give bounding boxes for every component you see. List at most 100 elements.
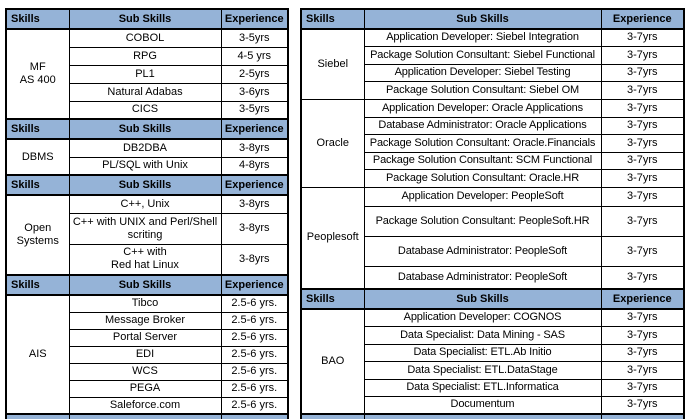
experience-cell: 3-7yrs: [600, 378, 685, 397]
experience-cell: 3-7yrs: [600, 205, 685, 237]
subskill-cell: Portal Server: [68, 328, 222, 347]
table-row: C++ with UNIX and Perl/Shell scriting 3-8…: [6, 212, 289, 245]
subskill-cell: WCS: [68, 362, 222, 381]
header-cell-skills: Skills: [5, 274, 70, 296]
skill-cell: BAO: [300, 308, 365, 415]
experience-cell: 3-7yrs: [600, 116, 685, 135]
experience-cell: 3-7yrs: [600, 265, 685, 290]
cutoff-header-cell: [600, 413, 685, 419]
experience-cell: 3-7yrs: [600, 80, 685, 100]
header-cell-sub-skills: Sub Skills: [68, 8, 222, 30]
subskill-cell: Application Developer: COGNOS: [363, 308, 602, 327]
experience-cell: 3-7yrs: [600, 63, 685, 82]
experience-cell: 2.5-6 yrs.: [220, 379, 289, 398]
subskill-cell: C++ with UNIX and Perl/Shell scriting: [68, 212, 222, 245]
table-row: Portal Server 2.5-6 yrs.: [6, 328, 289, 347]
experience-cell: 3-7yrs: [600, 133, 685, 153]
table-row: Documentum 3-7yrs: [301, 395, 685, 415]
subskill-cell: Data Specialist: Data Mining - SAS: [363, 325, 602, 345]
table-row: Data Specialist: ETL.Informatica 3-7yrs: [301, 378, 685, 397]
table-row: BAO Application Developer: COGNOS 3-7yrs: [300, 308, 685, 415]
table-row: Siebel Application Developer: Siebel Inte…: [300, 28, 685, 100]
subskill-cell: Application Developer: Siebel Testing: [363, 63, 602, 82]
skill-cell: MF AS 400: [5, 28, 70, 120]
table-row: Oracle Application Developer: Oracle Appl…: [300, 98, 685, 188]
header-cell-experience: Experience: [220, 8, 289, 30]
experience-cell: 3-7yrs: [600, 235, 685, 267]
subskill-cell: Database Administrator: PeopleSoft: [363, 235, 602, 267]
skills-experience-table-right: Skills Sub Skills Experience Siebel Applicat…: [300, 8, 685, 419]
cutoff-header-cell: [220, 413, 289, 419]
header-cell-sub-skills: Sub Skills: [363, 8, 602, 30]
experience-cell: 3-7yrs: [600, 151, 685, 170]
column-header-row: Skills Sub Skills Experience: [5, 174, 289, 196]
subskill-cell: Application Developer: PeopleSoft: [363, 186, 602, 207]
subskill-cell: RPG: [68, 46, 222, 66]
column-header-row: Skills Sub Skills Experience: [5, 118, 289, 140]
skill-cell: Siebel: [300, 28, 365, 100]
subskill-cell: EDI: [68, 345, 222, 364]
table-row: Package Solution Consultant: Siebel Func…: [301, 45, 685, 65]
cutoff-header-row: [300, 413, 685, 419]
subskill-cell: Package Solution Consultant: Oracle.Fina…: [363, 133, 602, 153]
experience-cell: 3-7yrs: [600, 395, 685, 415]
table-row: Package Solution Consultant: SCM Functio…: [301, 151, 685, 170]
subskill-cell: Tibco: [68, 294, 222, 313]
subskill-cell: PEGA: [68, 379, 222, 398]
experience-cell: 4-5 yrs: [220, 46, 289, 66]
header-cell-skills: Skills: [5, 8, 70, 30]
subskill-cell: Message Broker: [68, 311, 222, 330]
experience-cell: 3-5yrs: [220, 100, 289, 120]
experience-cell: 3-8yrs: [220, 243, 289, 276]
header-cell-sub-skills: Sub Skills: [68, 118, 222, 140]
cutoff-header-row: [5, 413, 289, 419]
table-row: Open Systems C++, Unix 3-8yrs: [5, 194, 289, 276]
skill-cell: Oracle: [300, 98, 365, 188]
skill-cell: Peoplesoft: [300, 186, 365, 290]
subskill-cell: Application Developer: Oracle Applicatio…: [363, 98, 602, 118]
header-cell-skills: Skills: [5, 118, 70, 140]
header-cell-skills: Skills: [300, 288, 365, 310]
experience-cell: 3-7yrs: [600, 45, 685, 65]
experience-cell: 3-7yrs: [600, 98, 685, 118]
experience-cell: 3-7yrs: [600, 186, 685, 207]
subskill-cell: Data Specialist: ETL.Informatica: [363, 378, 602, 397]
table-row: Package Solution Consultant: Siebel OM 3-…: [301, 80, 685, 100]
header-cell-skills: Skills: [300, 8, 365, 30]
subskill-cell: C++ with Red hat Linux: [68, 243, 222, 276]
cutoff-header-cell: [363, 413, 602, 419]
table-row: Database Administrator: PeopleSoft 3-7yrs: [301, 265, 685, 290]
table-row: PEGA 2.5-6 yrs.: [6, 379, 289, 398]
skills-experience-table-left: Skills Sub Skills Experience MF AS 400 COBOL…: [5, 8, 289, 419]
header-cell-experience: Experience: [600, 288, 685, 310]
experience-cell: 3-8yrs: [220, 138, 289, 158]
subskill-cell: CICS: [68, 100, 222, 120]
skill-cell: Open Systems: [5, 194, 70, 276]
subskill-cell: Application Developer: Siebel Integratio…: [363, 28, 602, 47]
subskill-cell: Package Solution Consultant: Oracle.HR: [363, 168, 602, 188]
table-row: AIS Tibco 2.5-6 yrs.: [5, 294, 289, 415]
subskill-cell: Package Solution Consultant: Siebel OM: [363, 80, 602, 100]
experience-cell: 3-7yrs: [600, 308, 685, 327]
table-row: Natural Adabas 3-6yrs: [6, 82, 289, 102]
experience-cell: 2.5-6 yrs.: [220, 396, 289, 415]
experience-cell: 3-7yrs: [600, 168, 685, 188]
cutoff-header-cell: [5, 413, 70, 419]
column-header-row: Skills Sub Skills Experience: [5, 8, 289, 30]
experience-cell: 2-5yrs: [220, 64, 289, 84]
subskill-cell: Package Solution Consultant: SCM Functio…: [363, 151, 602, 170]
experience-cell: 4-8yrs: [220, 156, 289, 176]
experience-cell: 2.5-6 yrs.: [220, 362, 289, 381]
subskill-cell: Data Specialist: ETL.Ab Initio: [363, 343, 602, 362]
subskill-cell: PL1: [68, 64, 222, 84]
table-row: MF AS 400 COBOL 3-5yrs: [5, 28, 289, 120]
subskill-cell: C++, Unix: [68, 194, 222, 214]
experience-cell: 2.5-6 yrs.: [220, 294, 289, 313]
subskill-cell: Database Administrator: Oracle Applicati…: [363, 116, 602, 135]
table-row: Package Solution Consultant: Oracle.HR 3-…: [301, 168, 685, 188]
experience-cell: 3-7yrs: [600, 343, 685, 362]
header-cell-sub-skills: Sub Skills: [68, 174, 222, 196]
header-cell-experience: Experience: [220, 174, 289, 196]
subskill-cell: Package Solution Consultant: Siebel Func…: [363, 45, 602, 65]
subskill-cell: Documentum: [363, 395, 602, 415]
